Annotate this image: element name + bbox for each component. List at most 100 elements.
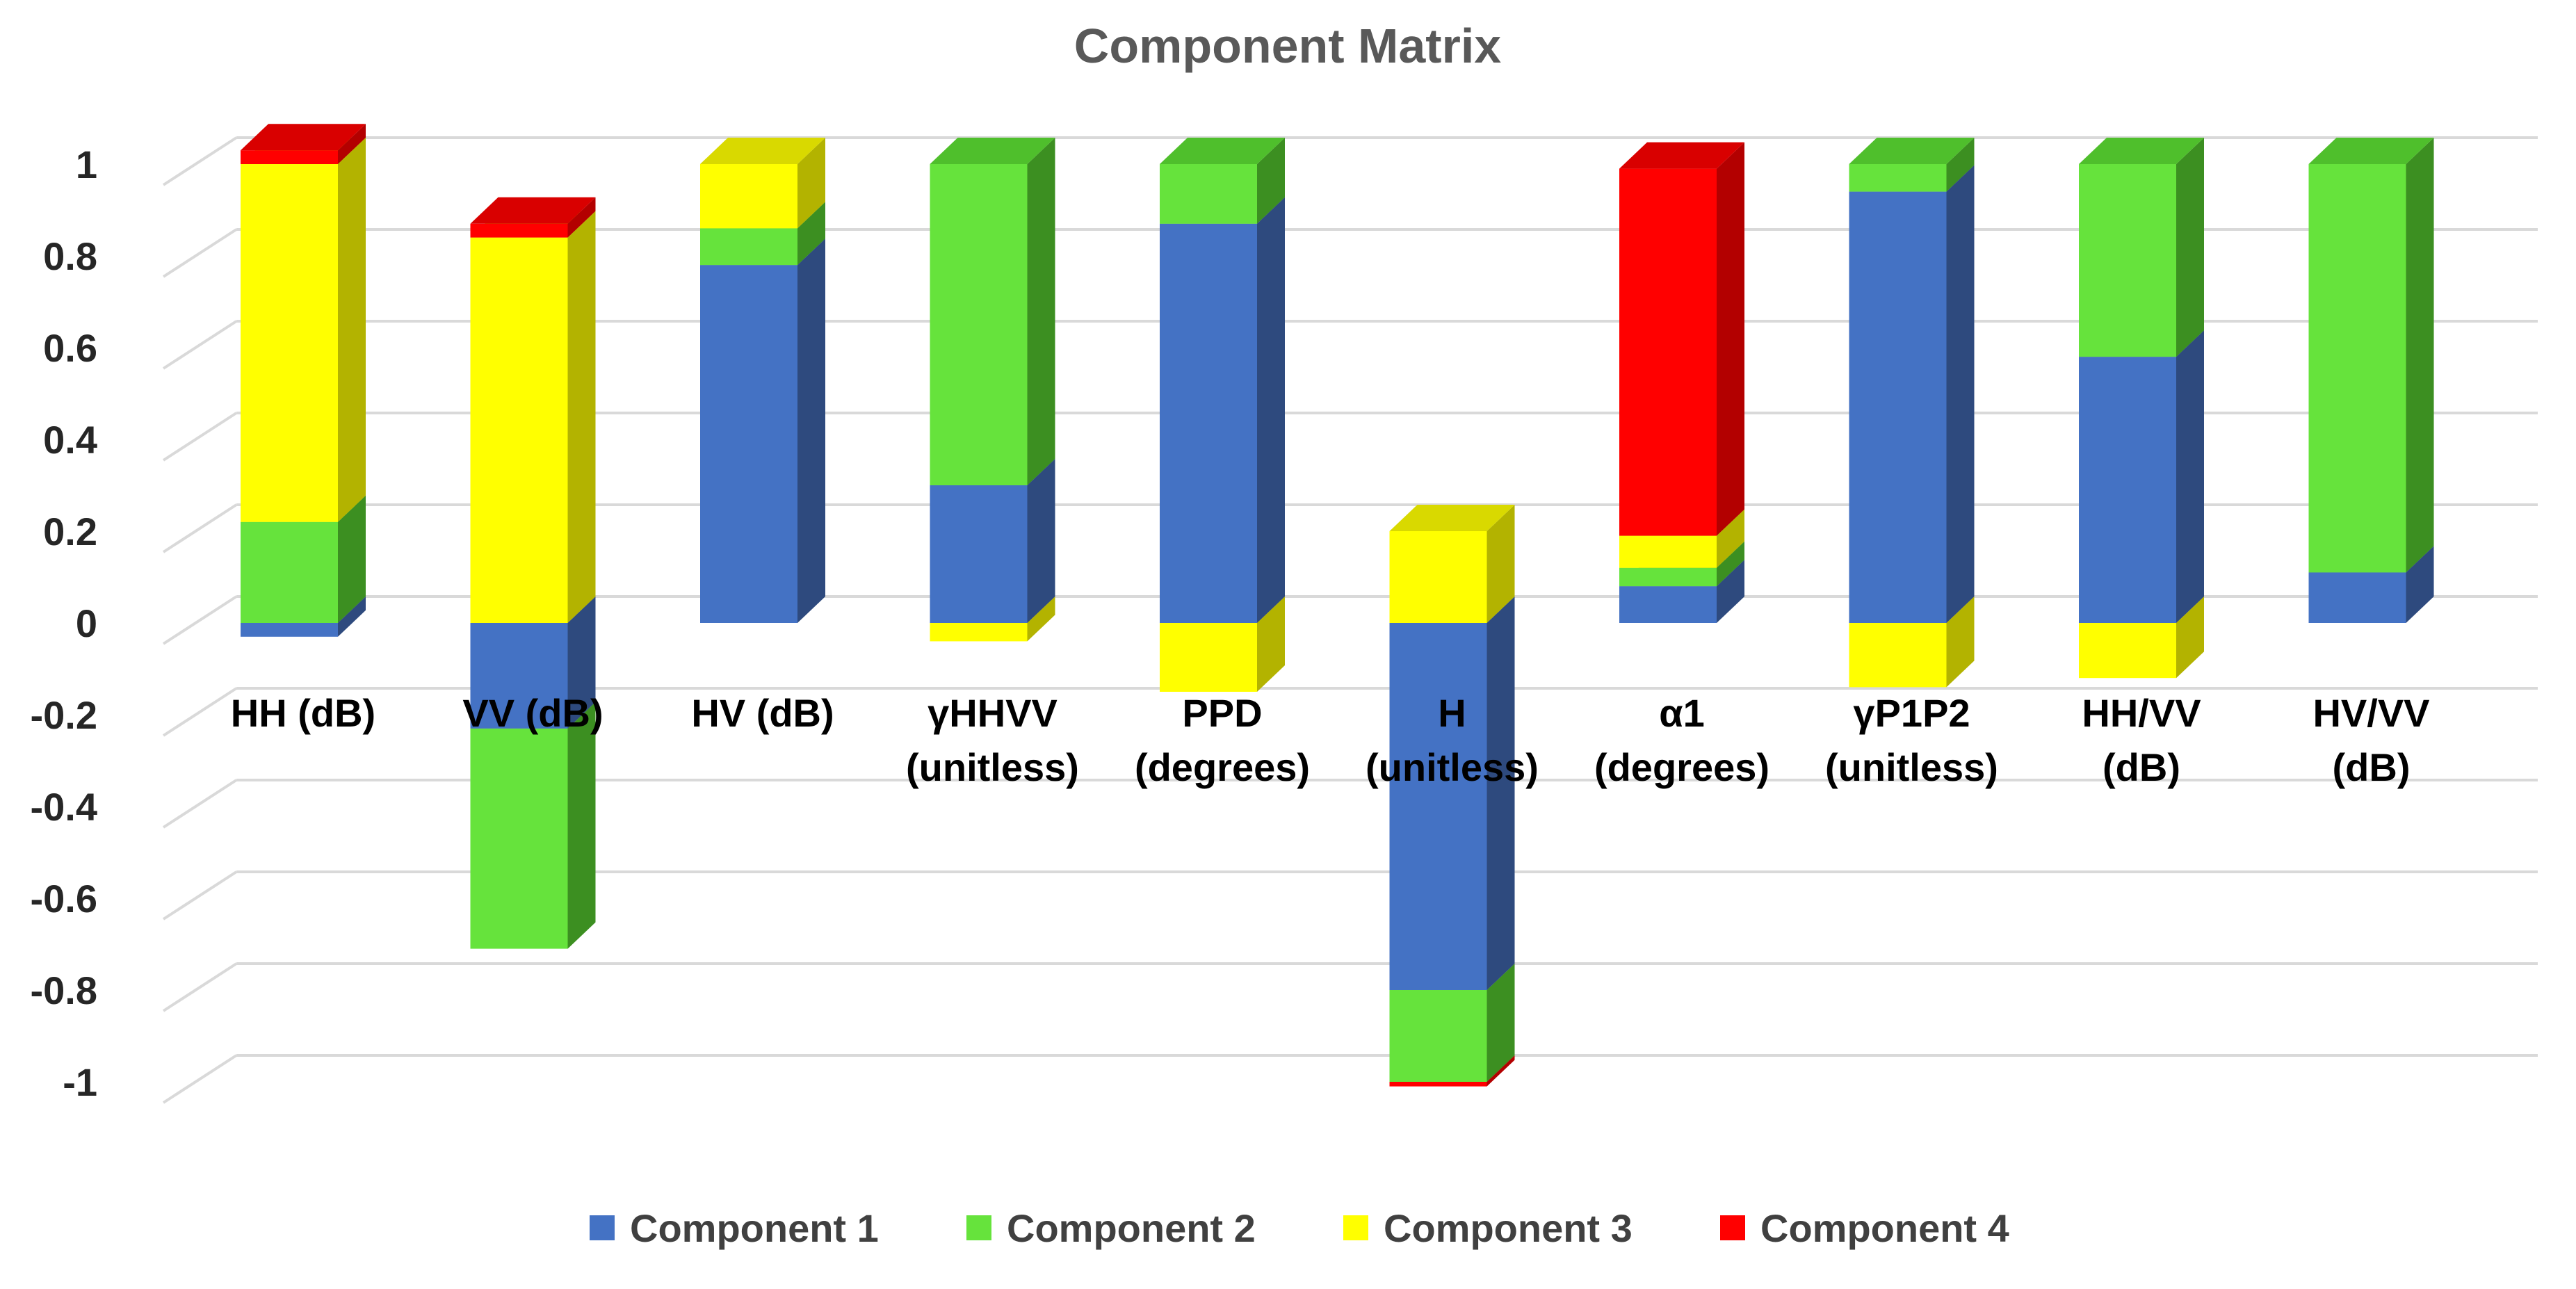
legend-item-component-2: Component 2 (966, 1206, 1256, 1250)
bar-p1p2-unitless-component-2-side (1946, 138, 1975, 192)
bar-1-degrees-component-4 (1619, 168, 1717, 536)
bar-p1p2-unitless-component-2 (1849, 164, 1947, 192)
bar-hh-db-component-2 (241, 521, 338, 623)
bar-p1p2-unitless-component-3 (1849, 623, 1947, 688)
legend-label: Component 2 (1007, 1206, 1256, 1250)
gridline-diagonal (162, 412, 238, 462)
bar-hhvv-unitless-component-2-top (930, 138, 1055, 164)
bar-hh-vv-db-component-1 (2079, 357, 2176, 623)
bar-ppd-degrees-component-2-top (1160, 138, 1285, 164)
x-category-label: (dB) (2333, 745, 2411, 789)
bar-ppd-degrees-component-2-side (1257, 138, 1285, 224)
x-axis-categories: HH (dB) VV (dB) HV (dB) γHHVV (unitless) PPD (… (231, 691, 2430, 789)
bar-stack-hh-vv-db (2079, 138, 2204, 679)
bar-hh-db-component-4 (241, 150, 338, 164)
bar-h-unitless-component-1-side (1487, 597, 1515, 990)
bar-stack-hh-db (241, 124, 366, 637)
bar-hh-db-component-4-top (241, 124, 366, 151)
bar-hv-db-component-3-top (700, 138, 825, 164)
bar-vv-db-component-4 (470, 223, 568, 238)
bar-ppd-degrees-component-3-side (1257, 597, 1285, 692)
x-category-label: (unitless) (1366, 745, 1539, 789)
y-tick-label: 0.2 (43, 510, 97, 553)
x-category-label: (degrees) (1135, 745, 1310, 789)
y-tick-label: 0.6 (43, 326, 97, 370)
x-category-label: (unitless) (1825, 745, 1998, 789)
bar-stack-h-unitless (1389, 505, 1515, 1087)
chart-title: Component Matrix (1074, 19, 1502, 73)
bar-1-degrees-component-2-side (1717, 541, 1744, 587)
bar-hh-db-component-3 (241, 164, 338, 522)
bar-h-unitless-component-4 (1389, 1082, 1487, 1087)
bar-stack-vv-db (470, 197, 596, 949)
bar-1-degrees-component-1-side (1717, 560, 1744, 623)
bar-hh-vv-db-component-2-top (2079, 138, 2204, 164)
bar-h-unitless-component-1 (1389, 623, 1487, 990)
bar-p1p2-unitless-component-2-top (1849, 138, 1975, 164)
bar-hv-db-component-2-side (797, 202, 825, 266)
bar-stack-1-degrees (1619, 142, 1744, 623)
bar-hv-vv-db-component-2 (2308, 164, 2406, 573)
bar-hv-vv-db-component-1-side (2406, 546, 2434, 623)
legend-label: Component 1 (630, 1206, 879, 1250)
bar-h-unitless-component-4-side (1487, 1055, 1515, 1087)
bar-h-unitless-component-2 (1389, 990, 1487, 1082)
bar-1-degrees-component-4-top (1619, 142, 1744, 169)
gridline-diagonal (162, 1054, 238, 1104)
bar-hh-db-component-1 (241, 623, 338, 637)
legend-item-component-1: Component 1 (590, 1206, 879, 1250)
bar-1-degrees-component-1 (1619, 586, 1717, 623)
bar-h-unitless-component-3 (1389, 531, 1487, 623)
bar-vv-db-component-2 (470, 728, 568, 949)
bar-hv-vv-db-component-2-top (2308, 138, 2434, 164)
bar-p1p2-unitless-component-1-side (1946, 165, 1975, 624)
legend-item-component-4: Component 4 (1720, 1206, 2009, 1250)
bar-hv-db-component-2 (700, 228, 797, 266)
bar-layer (241, 124, 2434, 1087)
y-tick-label: -0.6 (31, 877, 98, 921)
bar-p1p2-unitless-component-3-side (1946, 597, 1975, 688)
gridline-diagonal (162, 870, 238, 921)
x-category-label: PPD (1182, 691, 1262, 735)
legend-swatch (1343, 1215, 1368, 1240)
x-category-label: γP1P2 (1853, 691, 1970, 735)
bar-hhvv-unitless-component-3 (930, 623, 1028, 642)
bar-vv-db-component-1 (470, 623, 568, 729)
legend-swatch (590, 1215, 615, 1240)
bar-hv-db-component-3-side (797, 138, 825, 229)
legend: Component 1 Component 2 Component 3 Compone… (590, 1206, 2009, 1250)
y-tick-label: 0.4 (43, 418, 97, 462)
x-category-label: HV/VV (2312, 691, 2429, 735)
bar-hh-vv-db-component-3 (2079, 623, 2176, 679)
legend-swatch (966, 1215, 991, 1240)
bar-hv-vv-db-component-1 (2308, 572, 2406, 623)
bar-vv-db-component-2-side (567, 702, 596, 949)
bar-stack-hv-vv-db (2308, 138, 2434, 623)
gridline-diagonal (162, 687, 238, 737)
gridline-diagonal (162, 779, 238, 829)
bar-hh-db-component-1-side (338, 597, 366, 637)
gridline-diagonal (162, 962, 238, 1012)
y-axis-ticks: -1 -0.8 -0.6 -0.4 -0.2 0 0.2 0.4 0.6 0.8 1 (31, 143, 98, 1104)
y-tick-label: -0.8 (31, 968, 98, 1012)
bar-1-degrees-component-2 (1619, 567, 1717, 587)
legend-swatch (1720, 1215, 1745, 1240)
x-category-label: (dB) (2103, 745, 2180, 789)
bar-hv-vv-db-component-2-side (2406, 138, 2434, 573)
bar-stack-p1p2-unitless (1849, 138, 1975, 688)
y-tick-label: -0.2 (31, 693, 98, 737)
bar-hh-vv-db-component-3-side (2176, 597, 2204, 679)
x-category-label: H (1438, 691, 1466, 735)
x-category-label: VV (dB) (462, 691, 603, 735)
bar-h-unitless-component-3-side (1487, 505, 1515, 623)
bar-hh-db-component-3-side (338, 138, 366, 522)
x-category-label: (degrees) (1594, 745, 1769, 789)
y-tick-label: 0 (76, 601, 97, 645)
bar-stack-hhvv-unitless (930, 138, 1055, 642)
bar-ppd-degrees-component-2 (1160, 164, 1257, 224)
legend-label: Component 3 (1384, 1206, 1633, 1250)
y-tick-label: -0.4 (31, 785, 98, 829)
bar-h-unitless-component-3-top (1389, 505, 1515, 531)
